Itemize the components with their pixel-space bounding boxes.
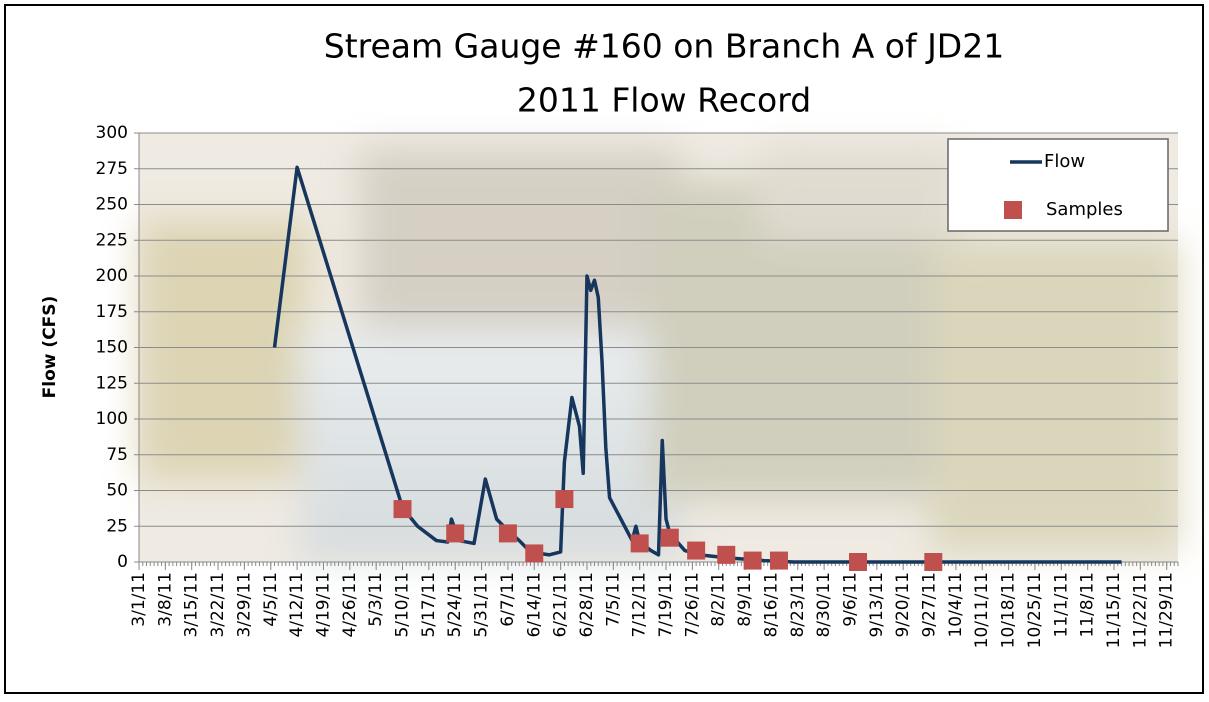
x-tick-label: 3/1/11 (129, 572, 149, 627)
y-tick-label: 100 (96, 409, 128, 429)
x-tick-label: 4/12/11 (287, 572, 307, 638)
sample-marker (849, 553, 868, 571)
x-tick-label: 3/15/11 (182, 572, 202, 638)
sample-marker (743, 551, 762, 570)
x-tick-label: 3/8/11 (155, 572, 175, 627)
x-tick-label: 8/23/11 (788, 572, 808, 638)
x-tick-label: 3/22/11 (208, 572, 228, 638)
sample-marker (924, 553, 943, 571)
x-tick-label: 7/5/11 (603, 572, 623, 627)
x-tick-label: 11/15/11 (1104, 572, 1124, 648)
x-tick-label: 5/17/11 (419, 572, 439, 638)
sample-marker (769, 551, 788, 570)
x-tick-label: 8/16/11 (761, 572, 781, 638)
x-tick-label: 8/9/11 (735, 572, 755, 627)
sample-marker (555, 490, 574, 509)
x-tick-label: 6/14/11 (524, 572, 544, 638)
x-tick-label: 8/30/11 (814, 572, 834, 638)
legend-label: Samples (1046, 199, 1123, 220)
y-tick-label: 125 (96, 373, 128, 393)
y-tick-label: 250 (96, 195, 128, 215)
y-tick-label: 0 (117, 552, 128, 572)
x-tick-label: 10/25/11 (1025, 572, 1045, 648)
x-tick-label: 11/1/11 (1051, 572, 1071, 638)
y-tick-label: 50 (106, 481, 128, 501)
sample-marker (446, 524, 465, 543)
chart-subtitle: 2011 Flow Record (517, 81, 811, 120)
sample-marker (717, 545, 736, 564)
x-tick-label: 5/3/11 (366, 572, 386, 627)
legend-marker (1004, 201, 1022, 219)
y-tick-label: 200 (96, 266, 128, 286)
x-tick-label: 6/28/11 (577, 572, 597, 638)
y-tick-label: 300 (96, 123, 128, 143)
x-tick-label: 10/11/11 (972, 572, 992, 648)
sample-marker (687, 541, 706, 560)
y-axis-label: Flow (CFS) (40, 296, 60, 399)
x-tick-label: 6/7/11 (498, 572, 518, 627)
x-tick-label: 9/20/11 (893, 572, 913, 638)
y-tick-label: 75 (106, 445, 128, 465)
x-tick-label: 5/24/11 (445, 572, 465, 638)
sample-marker (525, 544, 544, 563)
y-tick-label: 175 (96, 302, 128, 322)
chart-title: Stream Gauge #160 on Branch A of JD21 (324, 27, 1004, 66)
plot: 0 25 50 75 100 125 150 175 200 225 250 275 300 3/1/11… (96, 123, 1179, 648)
y-tick-label: 150 (96, 338, 128, 358)
legend: Flow Samples (947, 138, 1169, 232)
y-tick-label: 25 (106, 516, 128, 536)
sample-marker (498, 524, 517, 543)
x-tick-label: 4/19/11 (313, 572, 333, 638)
sample-marker (393, 500, 412, 519)
x-tick-label: 5/10/11 (393, 572, 413, 638)
x-tick-label: 11/29/11 (1157, 572, 1177, 648)
sample-marker (660, 528, 679, 547)
x-tick-label: 4/26/11 (340, 572, 360, 638)
sample-marker (630, 534, 649, 553)
x-tick-label: 6/21/11 (551, 572, 571, 638)
x-tick-label: 9/13/11 (867, 572, 887, 638)
x-tick-label: 7/12/11 (630, 572, 650, 638)
x-tick-label: 11/8/11 (1078, 572, 1098, 638)
x-tick-label: 7/26/11 (682, 572, 702, 638)
x-tick-label: 4/5/11 (261, 572, 281, 627)
legend-label: Flow (1044, 151, 1085, 172)
x-tick-label: 10/4/11 (946, 572, 966, 638)
x-tick-label: 5/31/11 (472, 572, 492, 638)
x-tick-label: 10/18/11 (999, 572, 1019, 648)
x-tick-label: 9/6/11 (840, 572, 860, 627)
x-tick-label: 7/19/11 (656, 572, 676, 638)
x-tick-label: 9/27/11 (920, 572, 940, 638)
y-tick-label: 275 (96, 159, 128, 179)
legend-box (947, 138, 1169, 232)
x-tick-label: 3/29/11 (234, 572, 254, 638)
x-tick-label: 8/2/11 (709, 572, 729, 627)
x-tick-label: 11/22/11 (1130, 572, 1150, 648)
y-tick-label: 225 (96, 230, 128, 250)
